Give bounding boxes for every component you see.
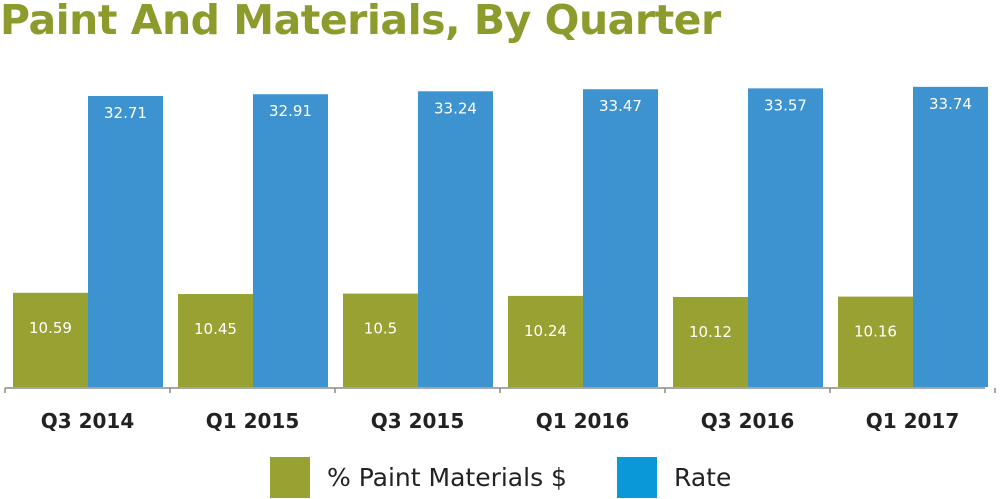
bar-paint-materials (838, 296, 913, 387)
x-tick-label: Q1 2016 (536, 409, 630, 433)
bar-rate (583, 89, 658, 387)
x-tick-label: Q3 2016 (701, 409, 795, 433)
x-tick-label: Q3 2015 (371, 409, 465, 433)
chart-title: Paint And Materials, By Quarter (0, 0, 721, 44)
data-label: 10.24 (524, 322, 567, 340)
data-label: 32.71 (104, 104, 147, 122)
data-label: 10.45 (194, 320, 237, 338)
legend-swatch-green (270, 457, 310, 498)
bar-rate (253, 94, 328, 387)
data-label: 10.59 (29, 319, 72, 337)
legend-item-paint-materials: % Paint Materials $ (270, 457, 567, 498)
bar-rate (88, 96, 163, 387)
bar-paint-materials (13, 292, 88, 387)
legend-item-rate: Rate (617, 457, 731, 498)
data-label: 10.5 (364, 320, 397, 338)
data-label: 33.24 (434, 99, 477, 117)
bar-rate (418, 91, 493, 388)
legend-swatch-blue (617, 457, 657, 498)
bar-rate (748, 88, 823, 388)
data-label: 33.47 (599, 97, 642, 115)
data-label: 32.91 (269, 102, 312, 120)
bar-rate (913, 86, 988, 388)
data-label: 33.57 (764, 96, 807, 114)
legend-label: Rate (674, 463, 732, 492)
x-tick-label: Q3 2014 (41, 409, 135, 433)
x-tick-label: Q1 2015 (206, 409, 300, 433)
bar-paint-materials (673, 296, 748, 387)
x-tick-label: Q1 2017 (866, 409, 960, 433)
data-label: 10.16 (854, 323, 897, 341)
bar-paint-materials (178, 294, 253, 387)
data-label: 10.12 (689, 323, 732, 341)
bar-paint-materials (343, 293, 418, 387)
bar-paint-materials (508, 295, 583, 387)
data-label: 33.74 (929, 95, 972, 113)
legend-label: % Paint Materials $ (327, 463, 567, 492)
